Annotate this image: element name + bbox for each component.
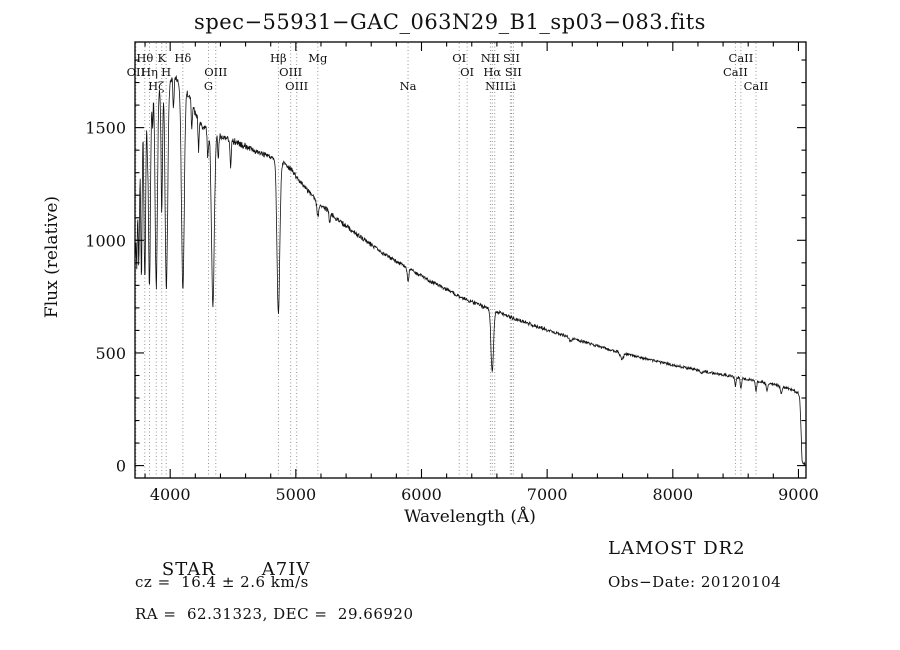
obs-date: Obs−Date: 20120104 [608, 573, 782, 591]
y-tick-label: 0 [116, 457, 126, 476]
spectral-line-label: SII [505, 65, 522, 79]
spectrum-trace [134, 74, 806, 466]
x-tick-label: 6000 [401, 485, 442, 504]
spectral-line-label: CaII [723, 65, 748, 79]
y-axis-label: Flux (relative) [42, 195, 62, 319]
spectral-line-label: NII [485, 79, 504, 93]
y-tick-label: 1500 [85, 119, 126, 138]
spectral-line-label: Hζ [148, 79, 164, 93]
axes: 4000 5000 6000 7000 8000 9000 0 500 1000 1500 [85, 41, 819, 504]
spectral-line-label: H [161, 65, 171, 79]
ra-dec-coords: RA = 62.31323, DEC = 29.66920 [135, 605, 414, 623]
spectral-line-label: NII [481, 51, 500, 65]
spectral-line-label: Hβ [270, 51, 287, 65]
spectral-line-label: Hδ [174, 51, 191, 65]
spectral-line-label: Li [505, 79, 517, 93]
spectral-line-label: OIII [285, 79, 308, 93]
spectrum [134, 74, 806, 466]
page-title: spec−55931−GAC_063N29_B1_sp03−083.fits [194, 10, 706, 34]
y-tick-label: 1000 [85, 231, 126, 250]
spectral-line-label: CaII [729, 51, 754, 65]
spectral-line-label: Mg [308, 51, 328, 65]
x-tick-label: 5000 [275, 485, 316, 504]
object-class-line: STAR A7IV [135, 538, 310, 601]
spectral-line-label: OIII [204, 65, 227, 79]
spectral-line-label: Hη [141, 65, 158, 79]
object-subclass: A7IV [261, 559, 311, 580]
spectral-line-label: Hθ [136, 51, 153, 65]
x-tick-label: 7000 [527, 485, 568, 504]
spectral-line-label: SII [503, 51, 520, 65]
spectral-line-label: OI [460, 65, 474, 79]
spectral-line-label: Na [400, 79, 417, 93]
spectral-line-label: CaII [744, 79, 769, 93]
x-tick-label: 4000 [150, 485, 191, 504]
object-type: STAR [161, 559, 216, 580]
spectral-line-label: OI [452, 51, 466, 65]
line-markers [135, 43, 757, 477]
cz-value: cz = 16.4 ± 2.6 km/s [135, 573, 309, 591]
spectral-line-label: K [157, 51, 166, 65]
spectral-line-label: G [204, 79, 213, 93]
spectral-line-label: Hα [483, 65, 501, 79]
y-tick-label: 500 [95, 344, 126, 363]
spectral-line-label: OIII [279, 65, 302, 79]
survey-label: LAMOST DR2 [608, 538, 746, 559]
x-tick-label: 9000 [778, 485, 819, 504]
x-tick-label: 8000 [652, 485, 693, 504]
x-axis-label: Wavelength (Å) [404, 507, 536, 527]
spectral-line-label: OII [127, 65, 146, 79]
